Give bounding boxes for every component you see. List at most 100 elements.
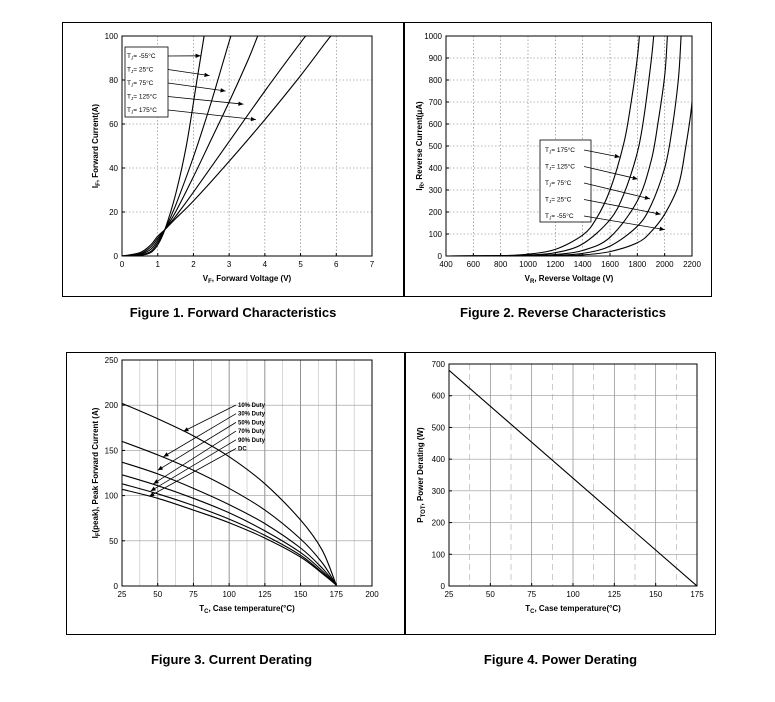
y-tick-label: 500 bbox=[432, 423, 446, 432]
y-tick-label: 200 bbox=[432, 519, 446, 528]
y-tick-label: 80 bbox=[109, 76, 118, 85]
x-tick-label: 800 bbox=[494, 260, 508, 269]
legend-subscript: J bbox=[131, 69, 133, 74]
y-tick-label: 300 bbox=[429, 186, 443, 195]
legend: 10% Duty 30% Duty 50% Duty 70% Duty 90% Duty… bbox=[148, 403, 266, 497]
legend-arrow bbox=[583, 166, 638, 180]
legend-symbol: T bbox=[127, 53, 131, 60]
x-tick-label: 2 bbox=[191, 260, 196, 269]
legend-symbol: T bbox=[127, 94, 131, 101]
y-tick-label: 250 bbox=[105, 356, 119, 365]
legend-symbol: T bbox=[545, 147, 549, 154]
tick-labels: 25 50 75 100 125 150 175 200 0 50 100 150 200 250 bbox=[105, 356, 380, 599]
y-tick-label: 300 bbox=[432, 487, 446, 496]
series-line bbox=[449, 369, 697, 586]
y-axis-label-symbol: I bbox=[415, 188, 424, 190]
y-tick-label: 100 bbox=[105, 32, 119, 41]
x-tick-label: 200 bbox=[365, 590, 379, 599]
series-line bbox=[446, 92, 692, 256]
x-tick-label: 1600 bbox=[601, 260, 619, 269]
y-tick-label: 0 bbox=[114, 252, 119, 261]
x-tick-label: 4 bbox=[263, 260, 268, 269]
legend-subscript: J bbox=[131, 56, 133, 61]
y-axis-label-symbol: I bbox=[91, 186, 100, 188]
x-tick-label: 1400 bbox=[574, 260, 592, 269]
y-tick-label: 100 bbox=[432, 550, 446, 559]
legend-item: TJ= 75°C bbox=[127, 79, 154, 88]
legend-item: TJ= 175°C bbox=[545, 146, 575, 155]
legend-arrow bbox=[167, 96, 244, 105]
legend-arrow bbox=[167, 82, 226, 92]
x-axis-label-symbol: T bbox=[525, 604, 530, 613]
grid bbox=[449, 364, 697, 586]
y-tick-label: 400 bbox=[432, 455, 446, 464]
figure-4-caption: Figure 4. Power Derating bbox=[483, 652, 638, 667]
y-axis-label: IF(peak), Peak Forward Current (A) bbox=[91, 407, 102, 538]
legend-arrowhead bbox=[204, 72, 210, 78]
y-tick-label: 600 bbox=[429, 120, 443, 129]
legend-arrowhead bbox=[163, 452, 169, 457]
legend-arrowhead bbox=[250, 116, 256, 122]
panel-border bbox=[62, 22, 404, 297]
series-line bbox=[122, 36, 307, 256]
y-tick-label: 700 bbox=[432, 360, 446, 369]
y-axis-label: PTOT, Power Derating (W) bbox=[416, 427, 427, 523]
y-axis-label-subscript: TOT bbox=[421, 505, 427, 517]
x-axis-label-text: , Forward Voltage (V) bbox=[212, 274, 292, 283]
x-tick-label: 5 bbox=[298, 260, 303, 269]
legend: TJ= 175°CTJ= 125°CTJ= 75°CTJ= 25°CTJ= -5… bbox=[539, 139, 665, 231]
legend-item: 90% Duty bbox=[238, 438, 266, 444]
x-tick-label: 400 bbox=[439, 260, 453, 269]
tick-labels: 400 600 800 1000 1200 1400 1600 1800 2000 2200 0 10… bbox=[424, 32, 701, 269]
x-tick-label: 0 bbox=[120, 260, 125, 269]
y-tick-label: 600 bbox=[432, 392, 446, 401]
legend-arrowhead bbox=[238, 101, 244, 106]
y-tick-label: 100 bbox=[105, 492, 119, 501]
y-axis-label: IF, Forward Current(A) bbox=[91, 104, 102, 188]
legend-text: = -55°C bbox=[133, 52, 156, 60]
y-tick-label: 500 bbox=[429, 142, 443, 151]
x-tick-label: 150 bbox=[294, 590, 308, 599]
y-tick-label: 20 bbox=[109, 208, 118, 217]
legend-arrowhead bbox=[614, 153, 620, 159]
x-tick-label: 2200 bbox=[683, 260, 701, 269]
legend-arrow bbox=[163, 413, 237, 458]
series-line bbox=[122, 474, 337, 586]
legend-box bbox=[124, 46, 169, 118]
figure-3-caption: Figure 3. Current Derating bbox=[150, 652, 313, 667]
panel-border bbox=[404, 22, 712, 297]
legend-symbol: T bbox=[545, 197, 549, 204]
reverse-characteristics-chart: 400 600 800 1000 1200 1400 1600 1800 2000 2200 0 10… bbox=[404, 22, 712, 297]
legend-item: 50% Duty bbox=[238, 420, 266, 426]
legend-text: = 75°C bbox=[133, 79, 153, 87]
legend-subscript: J bbox=[549, 183, 551, 188]
x-axis-label: TC, Case temperature(°C) bbox=[199, 604, 295, 615]
legend-item: TJ= 25°C bbox=[127, 66, 154, 75]
y-tick-label: 200 bbox=[429, 208, 443, 217]
legend-symbol: T bbox=[127, 80, 131, 87]
y-axis-label-subscript: R bbox=[420, 183, 426, 188]
x-axis-label-symbol: T bbox=[199, 604, 204, 613]
x-tick-label: 100 bbox=[222, 590, 236, 599]
legend-arrowhead bbox=[220, 88, 226, 93]
series-line bbox=[122, 440, 337, 586]
x-axis-label-text: , Reverse Voltage (V) bbox=[534, 274, 613, 283]
power-derating-chart: 25 50 75 100 125 150 175 0 100 200 300 400 500 600 700… bbox=[405, 352, 716, 635]
series-group bbox=[446, 36, 692, 256]
legend-arrowhead bbox=[195, 53, 201, 59]
y-tick-label: 700 bbox=[429, 98, 443, 107]
y-axis-label-text: , Reverse Current(μA) bbox=[415, 101, 424, 184]
panel-border bbox=[405, 352, 716, 635]
legend-arrow bbox=[583, 199, 661, 215]
legend-symbol: T bbox=[545, 180, 549, 187]
y-axis-label: IR, Reverse Current(μA) bbox=[415, 101, 426, 191]
legend-item: 10% Duty bbox=[238, 403, 266, 409]
series-line bbox=[122, 461, 337, 586]
x-tick-label: 1800 bbox=[628, 260, 646, 269]
legend-arrow bbox=[153, 430, 237, 485]
legend-arrow bbox=[167, 69, 210, 76]
y-axis-label-text: (peak), Peak Forward Current (A) bbox=[91, 407, 100, 532]
legend-item: TJ= -55°C bbox=[545, 212, 574, 221]
y-tick-label: 60 bbox=[109, 120, 118, 129]
series-group bbox=[122, 402, 337, 586]
